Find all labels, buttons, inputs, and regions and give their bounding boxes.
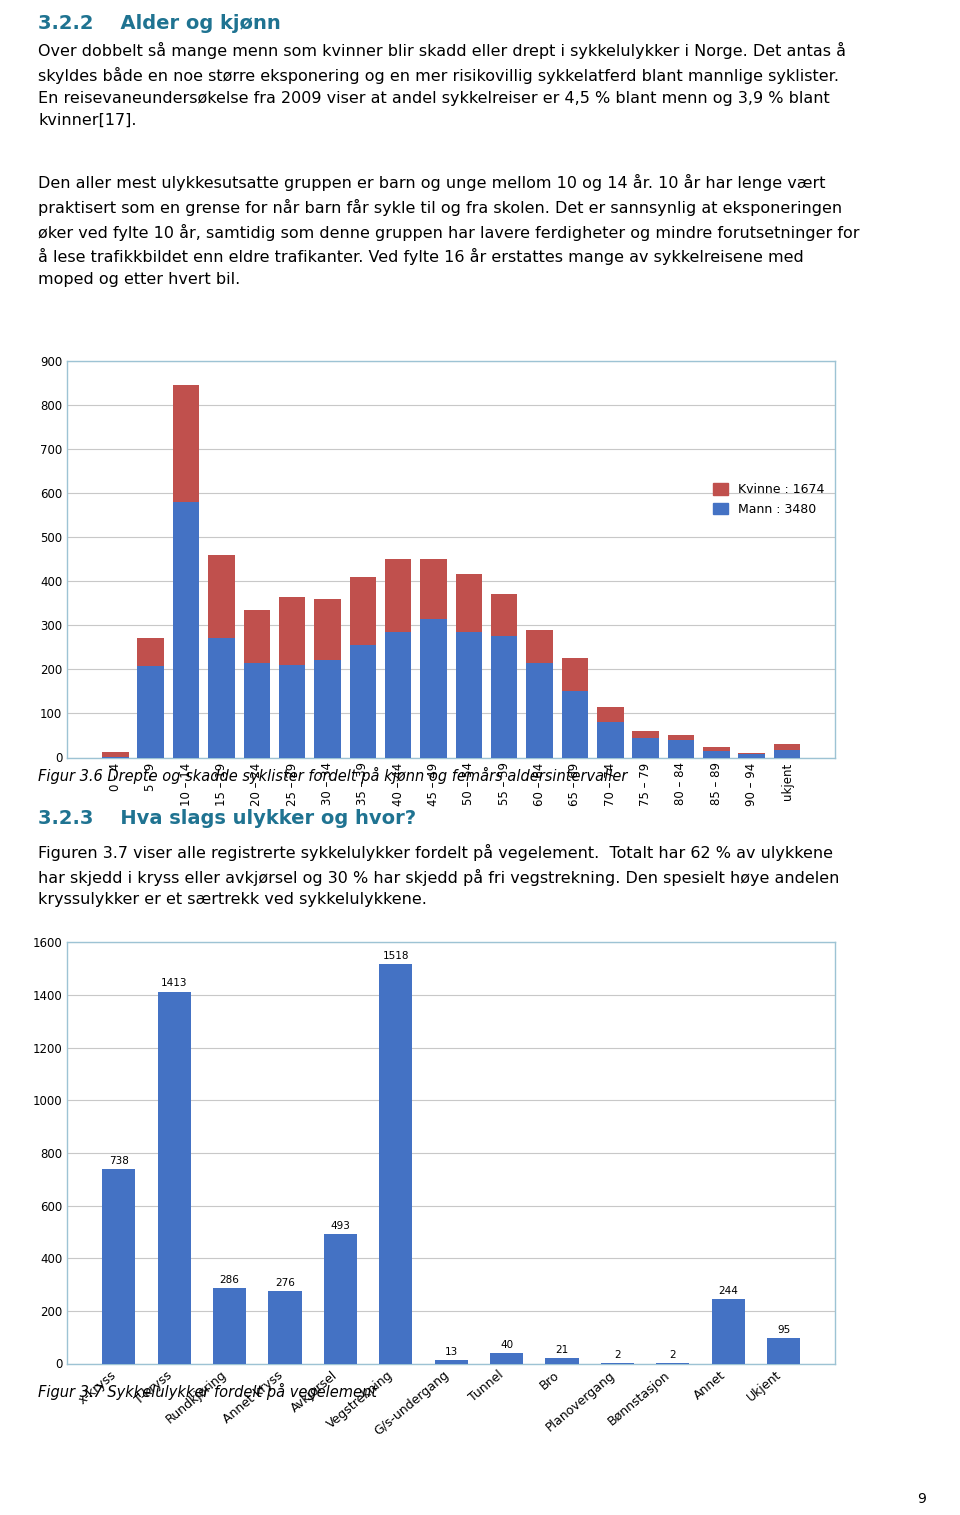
Text: Figur 3.7 Sykkelulykker fordelt på vegelement: Figur 3.7 Sykkelulykker fordelt på vegel… [38,1383,377,1400]
Bar [491,636,517,758]
Text: Den aller mest ulykkesutsatte gruppen er barn og unge mellom 10 og 14 år. 10 år : Den aller mest ulykkesutsatte gruppen er… [38,174,860,286]
Text: 3.2.3    Hva slags ulykker og hvor?: 3.2.3 Hva slags ulykker og hvor? [38,809,417,829]
Bar [738,754,765,758]
Bar [526,662,553,758]
Text: 3.2.2    Alder og kjønn: 3.2.2 Alder og kjønn [38,14,281,33]
Bar [711,1300,745,1364]
Text: 21: 21 [556,1345,568,1354]
Bar [213,1288,246,1364]
Text: 95: 95 [777,1326,790,1335]
Bar [208,638,234,758]
Bar [456,632,482,758]
Text: 40: 40 [500,1339,514,1350]
Bar [137,638,164,667]
Bar [703,751,730,758]
Bar [208,554,234,638]
Bar [490,1353,523,1364]
Bar [774,750,801,758]
Bar [420,559,446,618]
Text: 2: 2 [669,1350,676,1360]
Bar [324,1233,357,1364]
Bar [385,632,412,758]
Bar [545,1357,579,1364]
Text: Over dobbelt så mange menn som kvinner blir skadd eller drept i sykkelulykker i : Over dobbelt så mange menn som kvinner b… [38,42,847,127]
Bar [314,661,341,758]
Text: 286: 286 [220,1276,239,1285]
Bar [269,1291,301,1364]
Bar [633,738,659,758]
Bar [379,964,413,1364]
Text: 244: 244 [718,1286,738,1297]
Bar [102,753,129,756]
Bar [597,723,624,758]
Text: 9: 9 [918,1492,926,1506]
Text: 2: 2 [614,1350,621,1360]
Bar [349,645,376,758]
Text: 13: 13 [444,1347,458,1357]
Bar [633,732,659,738]
Bar [102,1170,135,1364]
Bar [597,708,624,723]
Bar [314,598,341,661]
Text: 493: 493 [330,1221,350,1230]
Bar [137,667,164,758]
Bar [244,609,270,662]
Bar [349,577,376,645]
Bar [456,574,482,632]
Bar [385,559,412,632]
Bar [157,991,191,1364]
Text: 738: 738 [108,1156,129,1167]
Text: Figur 3.6 Drepte og skadde syklister fordelt på kjønn og femårs aldersintervalle: Figur 3.6 Drepte og skadde syklister for… [38,767,628,783]
Bar [420,618,446,758]
Bar [278,597,305,665]
Text: 276: 276 [275,1277,295,1288]
Legend: Kvinne : 1674, Mann : 3480: Kvinne : 1674, Mann : 3480 [708,479,828,521]
Text: 1413: 1413 [161,979,187,988]
Bar [278,665,305,758]
Bar [173,385,200,501]
Bar [767,1338,801,1364]
Bar [668,735,694,739]
Bar [668,739,694,758]
Bar [774,744,801,750]
Bar [435,1360,468,1364]
Bar [526,630,553,662]
Bar [703,747,730,751]
Bar [173,501,200,758]
Bar [562,691,588,758]
Text: 1518: 1518 [382,951,409,961]
Bar [562,658,588,691]
Bar [491,594,517,636]
Text: Figuren 3.7 viser alle registrerte sykkelulykker fordelt på vegelement.  Totalt : Figuren 3.7 viser alle registrerte sykke… [38,844,840,907]
Bar [244,662,270,758]
